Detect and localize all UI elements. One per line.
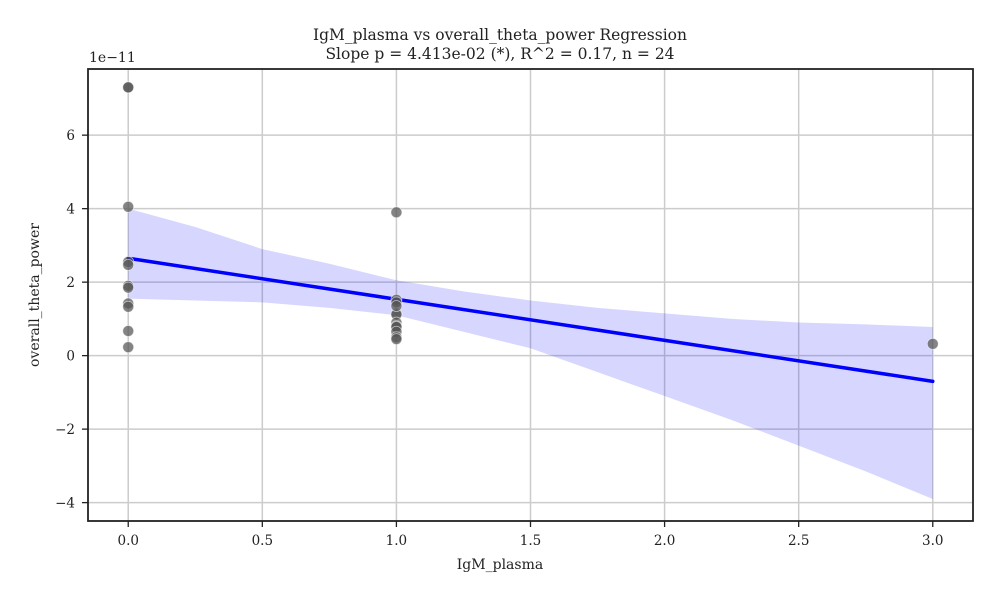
- data-point: [122, 81, 135, 94]
- data-point: [122, 325, 135, 337]
- x-tick-label: 2.5: [788, 533, 809, 549]
- x-tick-label: 0.0: [117, 533, 138, 549]
- data-point: [926, 337, 939, 350]
- chart-title: IgM_plasma vs overall_theta_power Regres…: [313, 26, 687, 44]
- x-tick-label: 1.0: [386, 533, 407, 549]
- regression-line-layer: [126, 256, 935, 384]
- data-point: [390, 300, 403, 312]
- data-points: [122, 81, 939, 354]
- x-axis-label: IgM_plasma: [456, 557, 544, 573]
- x-tick-label: 1.5: [520, 533, 541, 549]
- data-point: [122, 258, 135, 271]
- y-offset-label: 1e−11: [89, 50, 136, 66]
- data-point: [390, 333, 403, 345]
- data-point: [122, 200, 135, 213]
- data-point: [122, 300, 135, 313]
- y-tick-label: −4: [55, 496, 75, 512]
- y-tick-label: 0: [66, 349, 75, 365]
- confidence-band-layer: [128, 208, 933, 499]
- regression-line: [126, 256, 935, 384]
- grid: [88, 69, 973, 521]
- x-tick-label: 3.0: [922, 533, 943, 549]
- data-point: [122, 281, 135, 294]
- y-axis-ticks: −4 −2 0 2 4 6: [55, 128, 88, 512]
- x-tick-label: 0.5: [252, 533, 273, 549]
- x-tick-label: 2.0: [654, 533, 675, 549]
- y-axis-label: overall_theta_power: [27, 223, 43, 367]
- y-tick-label: 2: [66, 275, 75, 291]
- data-point: [390, 206, 403, 219]
- y-tick-label: −2: [55, 422, 75, 438]
- chart-subtitle: Slope p = 4.413e-02 (*), R^2 = 0.17, n =…: [325, 45, 675, 63]
- y-tick-label: 6: [66, 128, 75, 144]
- y-tick-label: 4: [66, 202, 75, 218]
- confidence-band: [128, 208, 933, 499]
- data-point: [122, 341, 135, 354]
- x-axis-ticks: 0.0 0.5 1.0 1.5 2.0 2.5 3.0: [117, 521, 944, 549]
